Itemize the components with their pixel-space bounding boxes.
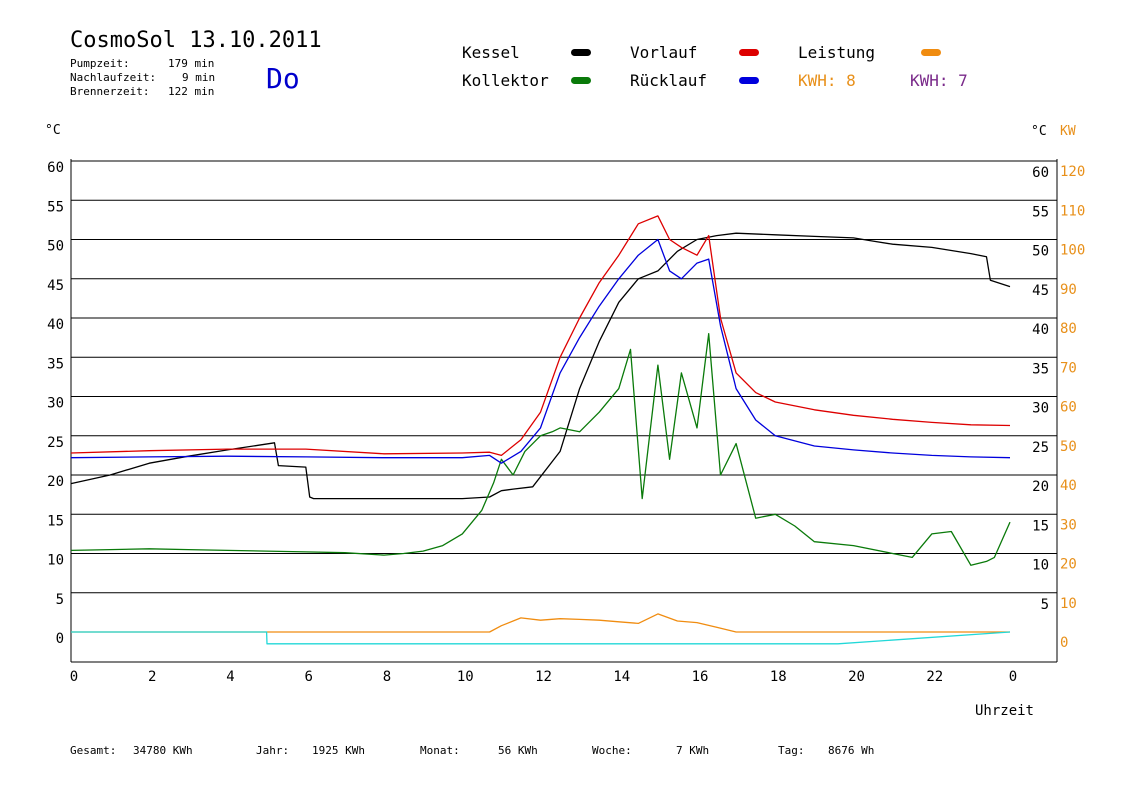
stat-nachlaufzeit-value: 9 min (182, 71, 216, 84)
y-tick-right2: 20 (1060, 557, 1077, 573)
footer-monat-value: 56 KWh (498, 744, 538, 757)
legend-kwh-orange: KWH: 8 (798, 71, 856, 90)
footer-tag-value: 8676 Wh (828, 744, 875, 757)
y-tick-right: 50 (1032, 244, 1049, 260)
legend-kessel-swatch (571, 49, 591, 56)
x-tick: 4 (226, 669, 234, 685)
stat-brennerzeit-label: Brennerzeit: (70, 85, 150, 98)
y-left-unit: °C (45, 123, 61, 138)
x-tick: 0 (1009, 669, 1017, 685)
y-tick-right2: 10 (1060, 596, 1077, 612)
legend-leistung-swatch (921, 49, 941, 56)
y-tick-right: 35 (1032, 361, 1049, 377)
y-tick-right2: 30 (1060, 517, 1077, 533)
y-tick-right: 15 (1032, 518, 1049, 534)
stat-pumpzeit-label: Pumpzeit: (70, 57, 130, 70)
y-tick-left: 25 (47, 435, 64, 451)
y-tick-right2: 50 (1060, 439, 1077, 455)
stat-nachlaufzeit-label: Nachlaufzeit: (70, 71, 157, 84)
legend-kwh-purple: KWH: 7 (910, 71, 968, 90)
y-tick-right2: 60 (1060, 400, 1077, 416)
legend-kollektor-swatch (571, 77, 591, 84)
legend-kessel-label: Kessel (462, 43, 520, 62)
y-tick-left: 0 (56, 631, 64, 647)
y-tick-right: 55 (1032, 204, 1049, 220)
y-tick-right2: 90 (1060, 282, 1077, 298)
y-tick-left: 50 (47, 239, 64, 255)
y-tick-right2: 70 (1060, 360, 1077, 376)
y-tick-left: 10 (47, 553, 64, 569)
series-rcklauf-line (70, 238, 1011, 464)
y-tick-right2: 110 (1060, 203, 1085, 219)
series-vorlauf-line (70, 215, 1011, 457)
stat-brennerzeit-value: 122 min (168, 85, 215, 98)
y-tick-left: 60 (47, 160, 64, 176)
legend-kollektor-label: Kollektor (462, 71, 549, 90)
y-tick-right: 45 (1032, 283, 1049, 299)
y-tick-right: 40 (1032, 322, 1049, 338)
legend-ruecklauf-label: Rücklauf (630, 71, 708, 90)
y-tick-right: 60 (1032, 165, 1049, 181)
series-kollektor-line (70, 333, 1011, 566)
y-right2-unit: KW (1060, 124, 1076, 139)
footer-jahr-value: 1925 KWh (312, 744, 365, 757)
y-tick-left: 15 (47, 513, 64, 529)
x-tick: 18 (770, 669, 787, 685)
y-tick-right: 20 (1032, 479, 1049, 495)
x-tick: 2 (148, 669, 156, 685)
y-tick-left: 35 (47, 356, 64, 372)
footer-jahr-label: Jahr: (256, 744, 290, 757)
y-tick-right2: 80 (1060, 321, 1077, 337)
x-tick: 10 (457, 669, 474, 685)
footer-monat-label: Monat: (420, 744, 460, 757)
footer-woche-value: 7 KWh (676, 744, 710, 757)
y-tick-right: 10 (1032, 558, 1049, 574)
x-tick: 6 (305, 669, 313, 685)
y-tick-left: 45 (47, 278, 64, 294)
chart-title: CosmoSol 13.10.2011 (70, 28, 322, 53)
y-tick-right2: 120 (1060, 164, 1085, 180)
footer-gesamt-label: Gesamt: (70, 744, 117, 757)
y-tick-left: 40 (47, 317, 64, 333)
y-tick-right: 5 (1041, 597, 1049, 613)
y-right-unit: °C (1031, 124, 1047, 139)
stat-pumpzeit-value: 179 min (168, 57, 215, 70)
legend-ruecklauf-swatch (739, 77, 759, 84)
x-axis-label: Uhrzeit (975, 703, 1034, 719)
series-kessel-line (70, 232, 1011, 500)
y-tick-left: 20 (47, 474, 64, 490)
x-tick: 0 (70, 669, 78, 685)
x-tick: 8 (383, 669, 391, 685)
legend-vorlauf-swatch (739, 49, 759, 56)
legend-vorlauf-label: Vorlauf (630, 43, 698, 62)
x-tick: 22 (926, 669, 943, 685)
legend-leistung-label: Leistung (798, 43, 876, 62)
y-tick-right2: 0 (1060, 635, 1068, 651)
x-tick: 16 (692, 669, 709, 685)
weekday-label: Do (266, 62, 300, 95)
y-tick-right2: 40 (1060, 478, 1077, 494)
y-tick-right: 25 (1032, 440, 1049, 456)
y-tick-right: 30 (1032, 401, 1049, 417)
footer-tag-label: Tag: (778, 744, 805, 757)
footer-woche-label: Woche: (592, 744, 632, 757)
y-tick-left: 5 (56, 592, 64, 608)
series-leistung-line (71, 613, 1010, 633)
y-tick-left: 55 (47, 199, 64, 215)
y-tick-left: 30 (47, 396, 64, 412)
y-tick-right2: 100 (1060, 243, 1085, 259)
x-tick: 14 (613, 669, 630, 685)
x-tick: 20 (848, 669, 865, 685)
series-pumpe-line (71, 631, 1011, 645)
x-tick: 12 (535, 669, 552, 685)
footer-gesamt-value: 34780 KWh (133, 744, 193, 757)
